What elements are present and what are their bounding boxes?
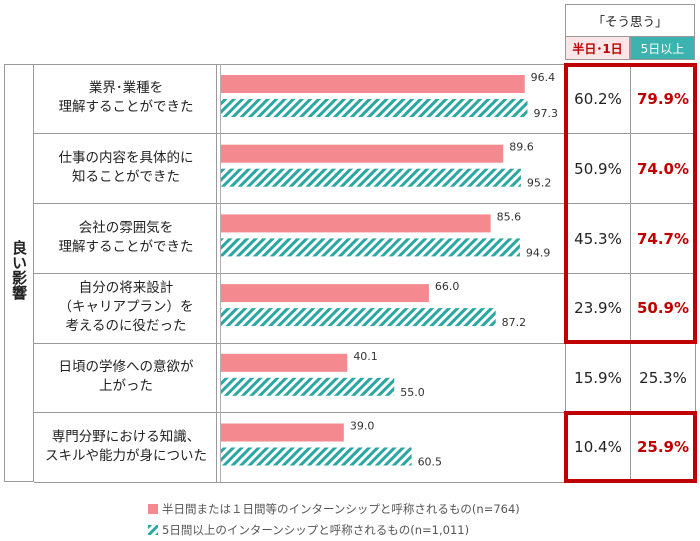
grid-line xyxy=(34,412,695,413)
grid-line xyxy=(34,273,695,274)
pct-long-cell: 25.3% xyxy=(639,369,687,387)
row-label: 会社の雰囲気を 理解することができた xyxy=(58,220,194,255)
header-col2-label: 5日以上 xyxy=(640,41,685,56)
grid-line xyxy=(216,64,217,482)
bar-value-label: 94.9 xyxy=(526,246,551,259)
legend-label: 半日間または１日間等のインターンシップと呼称されるもの(n=764) xyxy=(162,502,520,516)
pct-long-cell: 25.9% xyxy=(636,438,690,456)
grid-line xyxy=(34,133,695,134)
bar-short-internship xyxy=(221,214,491,233)
bar-long-internship xyxy=(221,168,521,187)
bar-short-internship xyxy=(221,353,348,372)
bar-value-label: 66.0 xyxy=(435,280,460,293)
bar-short-internship xyxy=(221,423,344,442)
bar-value-label: 85.6 xyxy=(497,210,522,223)
pct-long-cell: 79.9% xyxy=(636,90,690,108)
grid-line xyxy=(34,482,695,483)
bar-long-internship xyxy=(221,99,528,117)
legend-swatch-hatched xyxy=(148,525,158,535)
pct-short-cell: 50.9% xyxy=(574,160,622,178)
bar-long-internship xyxy=(221,377,395,396)
header-group-cell: 「そう思う」 xyxy=(565,4,695,36)
bar-value-label: 60.5 xyxy=(418,456,443,469)
row-label: 日頃の学修への意欲が 上がった xyxy=(58,359,194,394)
bar-value-label: 89.6 xyxy=(509,141,534,154)
header-group-label: 「そう思う」 xyxy=(592,14,668,29)
header-col2: 5日以上 xyxy=(630,36,695,60)
bar-value-label: 87.2 xyxy=(502,316,527,329)
pct-short-cell: 10.4% xyxy=(574,438,622,456)
legend-swatch-solid xyxy=(148,504,158,514)
bar-value-label: 96.4 xyxy=(531,71,556,84)
pct-short-cell: 23.9% xyxy=(574,299,622,317)
row-label: 仕事の内容を具体的に 知ることができた xyxy=(58,150,194,185)
row-label: 自分の将来設計 （キャリアプラン）を 考えるのに役だった xyxy=(58,280,194,334)
bar-long-internship xyxy=(221,447,412,466)
grid-line xyxy=(34,203,695,204)
row-label: 専門分野における知識、 スキルや能力が身についた xyxy=(45,429,207,464)
pct-short-cell: 45.3% xyxy=(574,230,622,248)
legend-item: 5日間以上のインターンシップと呼称されるもの(n=1,011) xyxy=(148,522,469,538)
side-label-box xyxy=(4,64,34,482)
bar-short-internship xyxy=(221,144,504,163)
axis-line xyxy=(220,64,221,482)
grid-line xyxy=(34,64,695,65)
row-label: 業界･業種を 理解することができた xyxy=(58,80,194,115)
side-label: 良い影響 xyxy=(10,240,28,300)
highlight-box xyxy=(564,411,697,483)
bar-value-label: 40.1 xyxy=(353,350,378,363)
bar-value-label: 55.0 xyxy=(400,386,425,399)
bar-long-internship xyxy=(221,308,496,327)
pct-long-cell: 74.7% xyxy=(636,230,690,248)
pct-long-cell: 74.0% xyxy=(636,160,690,178)
bar-short-internship xyxy=(221,75,525,93)
header-col1-label: 半日･1日 xyxy=(572,41,623,56)
bar-short-internship xyxy=(221,284,429,303)
grid-line xyxy=(34,343,695,344)
bar-value-label: 97.3 xyxy=(533,107,558,120)
grid-line xyxy=(630,64,631,482)
pct-long-cell: 50.9% xyxy=(636,299,690,317)
bar-long-internship xyxy=(221,238,520,257)
legend-label: 5日間以上のインターンシップと呼称されるもの(n=1,011) xyxy=(162,523,470,537)
bar-value-label: 95.2 xyxy=(527,177,552,190)
header-col1: 半日･1日 xyxy=(565,36,630,60)
pct-short-cell: 15.9% xyxy=(574,369,622,387)
pct-short-cell: 60.2% xyxy=(574,90,622,108)
bar-value-label: 39.0 xyxy=(350,420,375,433)
highlight-box xyxy=(564,63,697,344)
legend-item: 半日間または１日間等のインターンシップと呼称されるもの(n=764) xyxy=(148,501,520,517)
